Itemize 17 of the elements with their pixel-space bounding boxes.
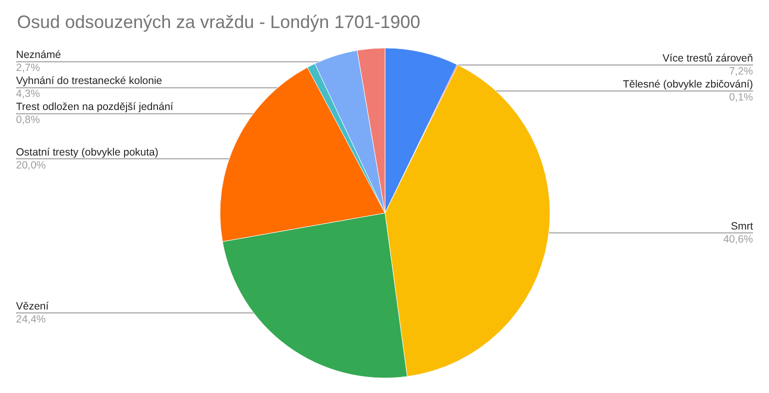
- slice-label: Ostatní tresty (obvykle pokuta): [16, 146, 158, 158]
- data-label: 4,3%: [16, 88, 40, 100]
- data-label: 7,2%: [729, 66, 753, 78]
- data-label: 24,4%: [16, 313, 46, 326]
- slice-label: Neznámé: [16, 49, 62, 62]
- data-label: 0,8%: [16, 114, 40, 126]
- slice-label: Trest odložen na pozdější jednání: [16, 101, 174, 114]
- data-label: 2,7%: [16, 62, 40, 74]
- data-label: 40,6%: [723, 233, 753, 246]
- slice-label: Více trestů zároveň: [662, 52, 754, 65]
- slice-label: Vězení: [16, 300, 49, 312]
- chart-title: Osud odsouzených za vraždu - Londýn 1701-1900: [17, 12, 420, 32]
- data-label: 0,1%: [729, 92, 753, 104]
- slice-label: Tělesné (obvykle zbičování): [622, 78, 753, 91]
- slice-label: Smrt: [730, 220, 754, 232]
- data-label: 20,0%: [16, 159, 46, 172]
- slice-label: Vyhnání do trestanecké kolonie: [16, 75, 162, 88]
